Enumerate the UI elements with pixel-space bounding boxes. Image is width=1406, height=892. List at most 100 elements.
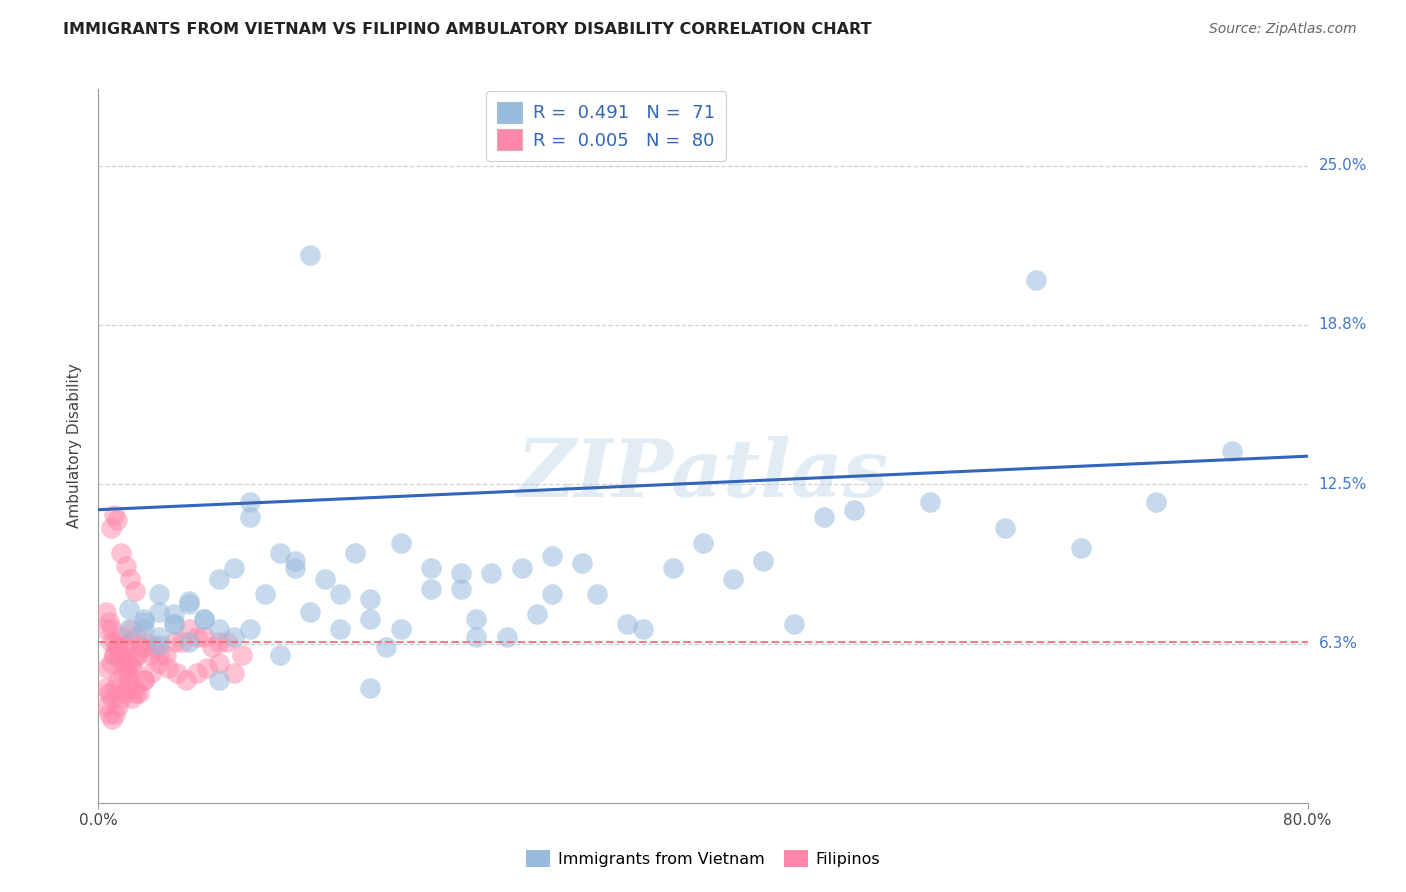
Point <box>208 673 231 688</box>
Text: 25.0%: 25.0% <box>1319 158 1367 173</box>
Point <box>813 510 835 524</box>
Point <box>314 572 336 586</box>
Point <box>115 656 138 670</box>
Point <box>111 656 134 670</box>
Point <box>100 635 122 649</box>
Text: IMMIGRANTS FROM VIETNAM VS FILIPINO AMBULATORY DISABILITY CORRELATION CHART: IMMIGRANTS FROM VIETNAM VS FILIPINO AMBU… <box>63 22 872 37</box>
Point <box>118 623 141 637</box>
Point <box>994 520 1017 534</box>
Point <box>918 495 941 509</box>
Point <box>148 605 170 619</box>
Point <box>1144 495 1167 509</box>
Point <box>96 661 118 675</box>
Point <box>105 513 128 527</box>
Point <box>103 508 125 522</box>
Point <box>118 602 141 616</box>
Point <box>195 661 218 675</box>
Point <box>132 673 155 688</box>
Point <box>114 640 136 655</box>
Point <box>844 502 866 516</box>
Legend: R =  0.491   N =  71, R =  0.005   N =  80: R = 0.491 N = 71, R = 0.005 N = 80 <box>486 91 725 161</box>
Point <box>284 554 307 568</box>
Point <box>1070 541 1092 555</box>
Point <box>224 630 246 644</box>
Point <box>661 561 683 575</box>
Point <box>465 612 488 626</box>
Point <box>104 681 127 695</box>
Point <box>186 630 208 644</box>
Point <box>148 638 170 652</box>
Point <box>132 615 155 629</box>
Point <box>101 623 124 637</box>
Point <box>540 549 562 563</box>
Point <box>104 635 127 649</box>
Point <box>114 558 136 573</box>
Point <box>329 623 352 637</box>
Point <box>224 665 246 680</box>
Point <box>193 612 215 626</box>
Point <box>135 635 157 649</box>
Point <box>98 686 121 700</box>
Point <box>631 623 654 637</box>
Point <box>125 630 148 644</box>
Point <box>193 630 215 644</box>
Point <box>179 594 201 608</box>
Point <box>125 686 148 700</box>
Point <box>1024 273 1046 287</box>
Text: 12.5%: 12.5% <box>1319 476 1367 491</box>
Point <box>115 681 138 695</box>
Point <box>495 630 517 644</box>
Point <box>752 554 775 568</box>
Point <box>110 691 132 706</box>
Point <box>1220 444 1243 458</box>
Point <box>450 582 472 596</box>
Point <box>420 561 443 575</box>
Point <box>145 640 167 655</box>
Point <box>129 640 152 655</box>
Point <box>155 648 177 662</box>
Point <box>208 623 231 637</box>
Point <box>374 640 396 655</box>
Point <box>108 648 131 662</box>
Point <box>112 686 135 700</box>
Point <box>94 605 117 619</box>
Point <box>94 698 117 713</box>
Point <box>148 587 170 601</box>
Point <box>132 673 155 688</box>
Y-axis label: Ambulatory Disability: Ambulatory Disability <box>67 364 83 528</box>
Point <box>100 656 122 670</box>
Point <box>163 617 186 632</box>
Point <box>101 691 124 706</box>
Point <box>284 561 307 575</box>
Point <box>107 673 129 688</box>
Point <box>124 584 146 599</box>
Point <box>179 623 201 637</box>
Point <box>170 635 193 649</box>
Point <box>124 681 146 695</box>
Point <box>125 648 148 662</box>
Point <box>121 656 143 670</box>
Point <box>107 640 129 655</box>
Point <box>299 248 322 262</box>
Point <box>163 607 186 622</box>
Point <box>98 706 121 721</box>
Point <box>616 617 638 632</box>
Point <box>128 686 150 700</box>
Point <box>120 572 142 586</box>
Point <box>101 712 124 726</box>
Point <box>132 623 155 637</box>
Point <box>269 546 291 560</box>
Point <box>215 635 238 649</box>
Point <box>121 661 143 675</box>
Point <box>179 597 201 611</box>
Point <box>692 536 714 550</box>
Point <box>115 661 138 675</box>
Point <box>344 546 367 560</box>
Point <box>389 536 412 550</box>
Point <box>105 640 128 655</box>
Text: ZIPatlas: ZIPatlas <box>517 436 889 513</box>
Point <box>586 587 609 601</box>
Point <box>269 648 291 662</box>
Text: 18.8%: 18.8% <box>1319 318 1367 333</box>
Point <box>111 665 134 680</box>
